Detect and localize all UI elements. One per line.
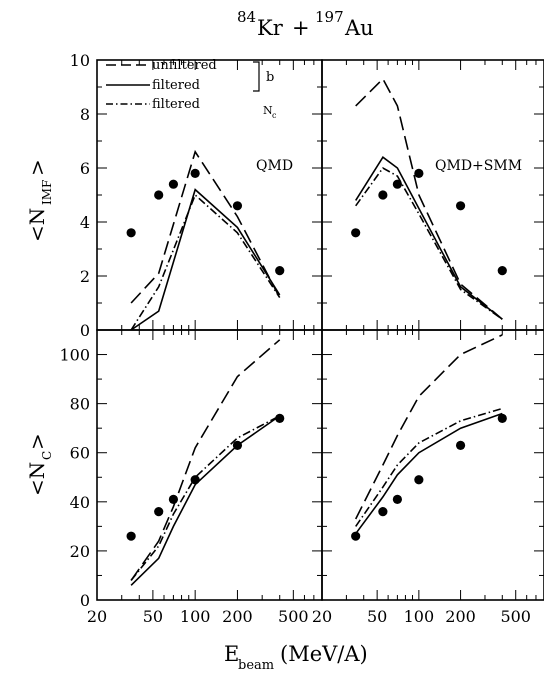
- x-label: E beam (MeV/A): [224, 642, 368, 673]
- x-tick-label: 500: [278, 607, 309, 626]
- y-label-bottom-close: >: [25, 433, 49, 450]
- title-a-mass: 84: [237, 8, 256, 26]
- x-tick-label: 50: [367, 607, 387, 626]
- legend-nc-sub: c: [272, 111, 277, 120]
- y-label-bottom: <N C >: [25, 433, 54, 496]
- data-point: [275, 266, 285, 276]
- y-label-top-close: >: [25, 159, 49, 176]
- data-point: [190, 475, 200, 485]
- series-line-long-dash: [130, 149, 281, 304]
- series-line-dash-dot: [130, 415, 281, 581]
- panel-top-right: [321, 59, 544, 331]
- y-label-bottom-main: <N: [25, 462, 49, 496]
- series-line-long-dash: [354, 334, 503, 520]
- series-line-solid: [130, 415, 281, 586]
- panel-frame: [96, 59, 323, 331]
- legend-brace: [253, 61, 260, 92]
- panel-frame: [321, 59, 544, 331]
- y-label-top: <N IMF >: [25, 159, 54, 242]
- y-tick-label: 100: [59, 346, 90, 365]
- data-point: [351, 228, 361, 238]
- x-tick-label: 200: [222, 607, 253, 626]
- title-b-symbol: Au: [344, 16, 374, 40]
- data-point: [378, 190, 388, 200]
- legend-label-unfiltered: unfiltered: [152, 58, 217, 73]
- series-line-dash-dot: [355, 407, 503, 527]
- data-point: [232, 440, 243, 450]
- data-point: [126, 531, 136, 541]
- y-tick-label: 40: [70, 493, 90, 512]
- title-a-symbol: Kr: [257, 16, 284, 40]
- y-tick-label: 2: [80, 267, 90, 286]
- panel-frame: [321, 329, 544, 601]
- data-point: [455, 201, 466, 211]
- series-line-long-dash: [130, 339, 281, 581]
- data-point: [168, 494, 179, 504]
- y-label-bottom-sub: C: [40, 451, 54, 460]
- legend: unfiltered filtered filtered b N c: [106, 58, 277, 120]
- series-line-dash-dot: [355, 166, 503, 320]
- title-b-mass: 197: [315, 8, 344, 26]
- data-point: [275, 413, 285, 423]
- data-point: [378, 507, 388, 517]
- y-label-top-main: <N: [25, 208, 49, 242]
- series-line-dash-dot: [130, 193, 281, 331]
- x-label-sub: beam: [238, 658, 274, 673]
- data-point: [168, 179, 179, 189]
- x-tick-label: 500: [500, 607, 531, 626]
- data-point: [126, 228, 136, 238]
- legend-nc-label: N: [263, 104, 273, 117]
- x-tick-label: 50: [143, 607, 163, 626]
- series-line-solid: [355, 156, 503, 320]
- data-point: [455, 440, 466, 450]
- x-tick-label: 20: [87, 607, 107, 626]
- y-label-top-sub: IMF: [40, 180, 54, 205]
- x-tick-label: 200: [445, 607, 476, 626]
- legend-label-filtered-dashdot: filtered: [152, 97, 200, 112]
- series-line-solid: [130, 188, 281, 331]
- x-label-main: E: [224, 642, 239, 666]
- y-tick-label: 60: [70, 444, 90, 463]
- y-tick-label: 8: [80, 105, 90, 124]
- data-point: [414, 168, 424, 178]
- y-tick-label: 4: [80, 213, 90, 232]
- figure-title: 84 Kr + 197 Au: [237, 8, 374, 40]
- y-tick-label: 6: [80, 159, 90, 178]
- panel-bottom-right: 20 50 100 200 500: [312, 329, 544, 626]
- y-tick-label: 20: [70, 542, 90, 561]
- x-tick-label: 20: [312, 607, 332, 626]
- series-line-solid: [355, 412, 503, 535]
- panel-label-qmd-smm: QMD+SMM: [435, 158, 522, 174]
- legend-label-filtered-solid: filtered: [152, 78, 200, 93]
- data-point: [497, 266, 507, 276]
- legend-brace-label: b: [266, 70, 274, 85]
- data-point: [414, 475, 424, 485]
- panel-top-left: 0 2 4 6 8 10: [70, 51, 323, 340]
- x-label-unit: (MeV/A): [280, 642, 368, 666]
- y-tick-label: 10: [70, 51, 90, 70]
- data-point: [154, 190, 164, 200]
- data-point: [351, 531, 361, 541]
- title-plus: +: [292, 16, 310, 40]
- panel-label-qmd: QMD: [256, 158, 293, 174]
- data-point: [392, 494, 402, 504]
- data-point: [232, 201, 243, 211]
- series-line-long-dash: [355, 77, 503, 320]
- x-tick-label: 100: [180, 607, 211, 626]
- data-point: [392, 179, 402, 189]
- y-tick-label: 0: [80, 591, 90, 610]
- data-point: [190, 168, 200, 178]
- data-point: [154, 507, 164, 517]
- y-tick-label: 80: [70, 395, 90, 414]
- y-tick-label: 0: [80, 321, 90, 340]
- data-point: [497, 413, 507, 423]
- x-tick-label: 100: [404, 607, 435, 626]
